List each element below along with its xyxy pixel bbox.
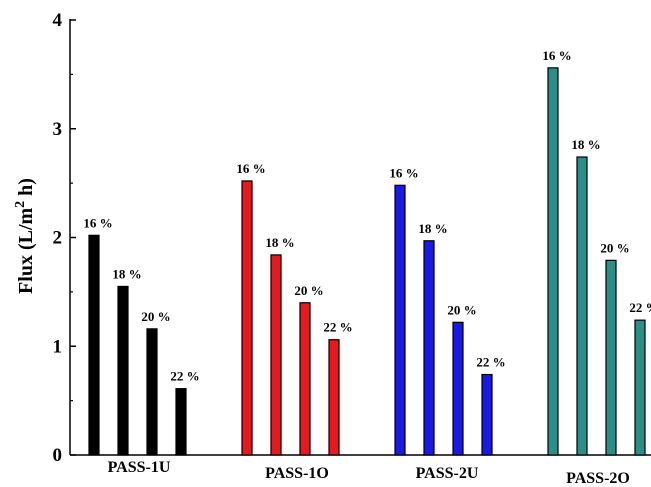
y-tick-label: 1 <box>53 336 63 357</box>
data-label: 18 % <box>571 137 600 152</box>
data-label: 18 % <box>418 221 447 236</box>
data-label: 20 % <box>294 283 323 298</box>
y-tick-label: 3 <box>53 119 63 140</box>
data-label: 22 % <box>476 355 505 370</box>
y-tick-label: 4 <box>53 10 63 31</box>
data-label: 22 % <box>170 369 199 384</box>
bars <box>88 67 646 456</box>
bar-pass-1u-3 <box>146 328 158 456</box>
data-label: 22 % <box>629 300 651 315</box>
bar-pass-1o-3 <box>299 302 311 456</box>
bar-pass-1o-4 <box>328 339 340 456</box>
bar-pass-2o-3 <box>605 259 617 456</box>
category-label: PASS-2O <box>566 470 630 487</box>
y-axis-title-sup: 2 <box>13 201 28 208</box>
bar-pass-2u-1 <box>394 184 406 456</box>
data-label: 20 % <box>141 309 170 324</box>
bar-pass-2u-4 <box>481 373 493 456</box>
category-label: PASS-1O <box>265 465 329 482</box>
category-label: PASS-1U <box>108 459 171 476</box>
bar-pass-2o-1 <box>547 67 559 456</box>
bar-pass-1u-4 <box>175 388 187 456</box>
data-label: 20 % <box>447 302 476 317</box>
bar-pass-2o-4 <box>634 319 646 456</box>
bar-pass-1u-2 <box>117 285 129 456</box>
data-label: 16 % <box>236 161 265 176</box>
bar-pass-1o-2 <box>270 254 282 456</box>
bar-pass-2u-2 <box>423 240 435 456</box>
y-axis-title: Flux (L/m2 h) <box>13 178 37 294</box>
data-label: 18 % <box>112 266 141 281</box>
data-label: 16 % <box>389 165 418 180</box>
y-axis-title-tail: h) <box>15 178 37 201</box>
bar-pass-2o-2 <box>576 156 588 456</box>
data-label: 18 % <box>265 235 294 250</box>
data-label: 20 % <box>600 240 629 255</box>
bar-pass-1u-1 <box>88 234 100 456</box>
data-label: 16 % <box>83 215 112 230</box>
y-axis-title-main: Flux (L/m <box>15 208 37 294</box>
category-label: PASS-2U <box>416 465 479 482</box>
bar-pass-2u-3 <box>452 321 464 456</box>
y-tick-label: 0 <box>53 445 63 466</box>
bar-pass-1o-1 <box>241 180 253 456</box>
data-label: 16 % <box>542 48 571 63</box>
y-tick-label: 2 <box>53 228 63 249</box>
data-label: 22 % <box>323 320 352 335</box>
labels: 0 1 2 3 4 16 % 18 % 20 % 22 % PASS-1U 16 % 18 % 20 %… <box>53 10 651 487</box>
